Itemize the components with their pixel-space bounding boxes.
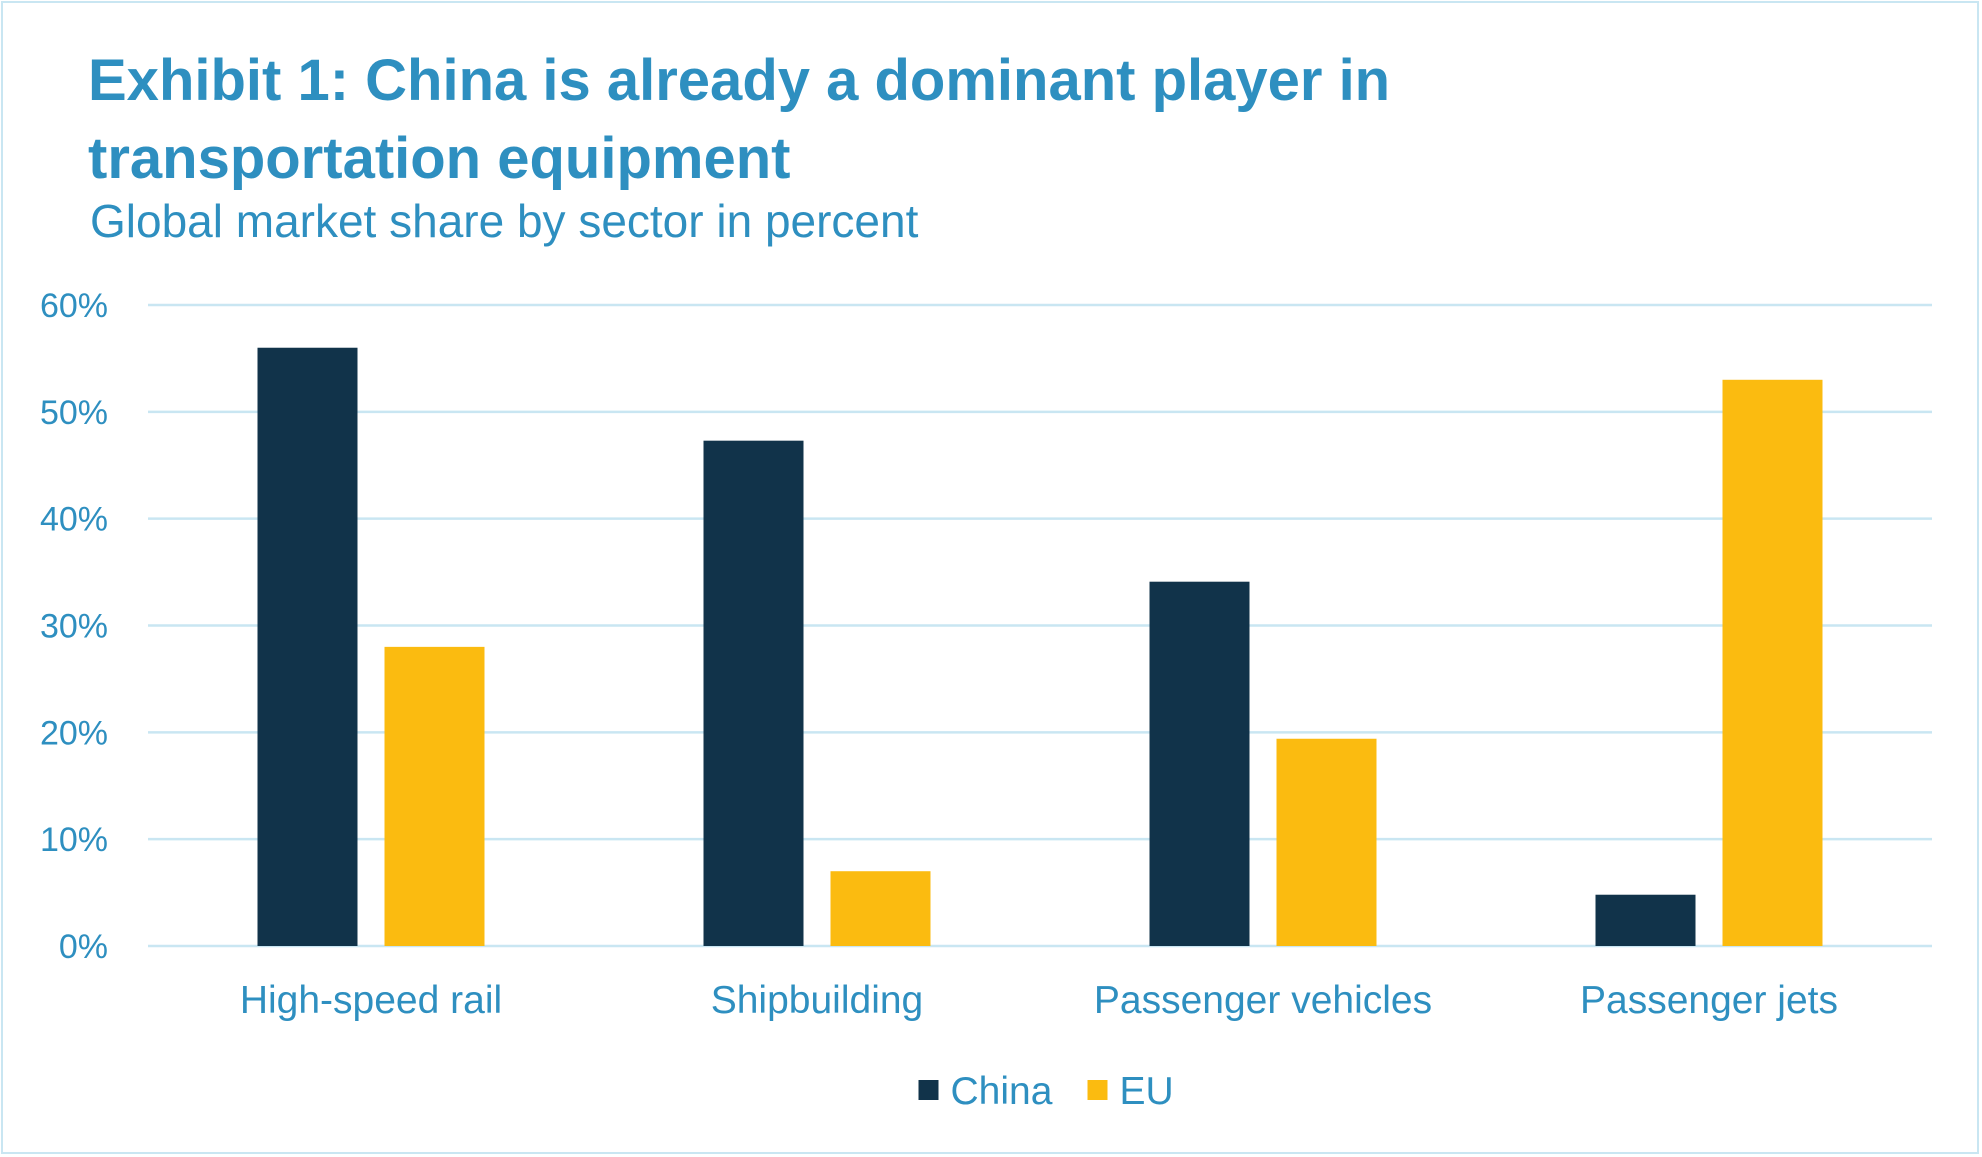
bar-eu — [1722, 379, 1823, 946]
y-tick-label: 60% — [40, 287, 108, 325]
legend-swatch — [918, 1080, 939, 1100]
x-axis-categories: High-speed rail Shipbuilding Passenger veh… — [240, 979, 1838, 1022]
category-label: Passenger vehicles — [1094, 979, 1432, 1022]
y-axis-ticks: 0% 10% 20% 30% 40% 50% 60% — [40, 287, 108, 966]
y-tick-label: 40% — [40, 501, 108, 539]
bar-eu — [1276, 738, 1377, 946]
bar-china — [257, 347, 358, 946]
bar-china — [1595, 894, 1696, 946]
legend: China EU — [918, 1070, 1174, 1113]
bars — [257, 347, 1823, 946]
y-tick-label: 20% — [40, 714, 108, 752]
legend-label: China — [951, 1070, 1053, 1113]
bar-eu — [830, 871, 931, 946]
legend-label: EU — [1120, 1070, 1174, 1113]
y-tick-label: 30% — [40, 608, 108, 646]
category-label: High-speed rail — [240, 979, 502, 1022]
y-tick-label: 10% — [40, 821, 108, 859]
legend-swatch — [1087, 1080, 1108, 1100]
bar-eu — [384, 646, 485, 946]
category-label: Shipbuilding — [711, 979, 924, 1022]
y-tick-label: 0% — [59, 928, 108, 966]
y-tick-label: 50% — [40, 394, 108, 432]
bar-china — [1149, 581, 1250, 946]
chart-subtitle: Global market share by sector in percent — [90, 195, 919, 247]
bar-china — [703, 440, 804, 946]
category-label: Passenger jets — [1580, 979, 1838, 1022]
chart-title: Exhibit 1: China is already a dominant p… — [88, 48, 1391, 191]
